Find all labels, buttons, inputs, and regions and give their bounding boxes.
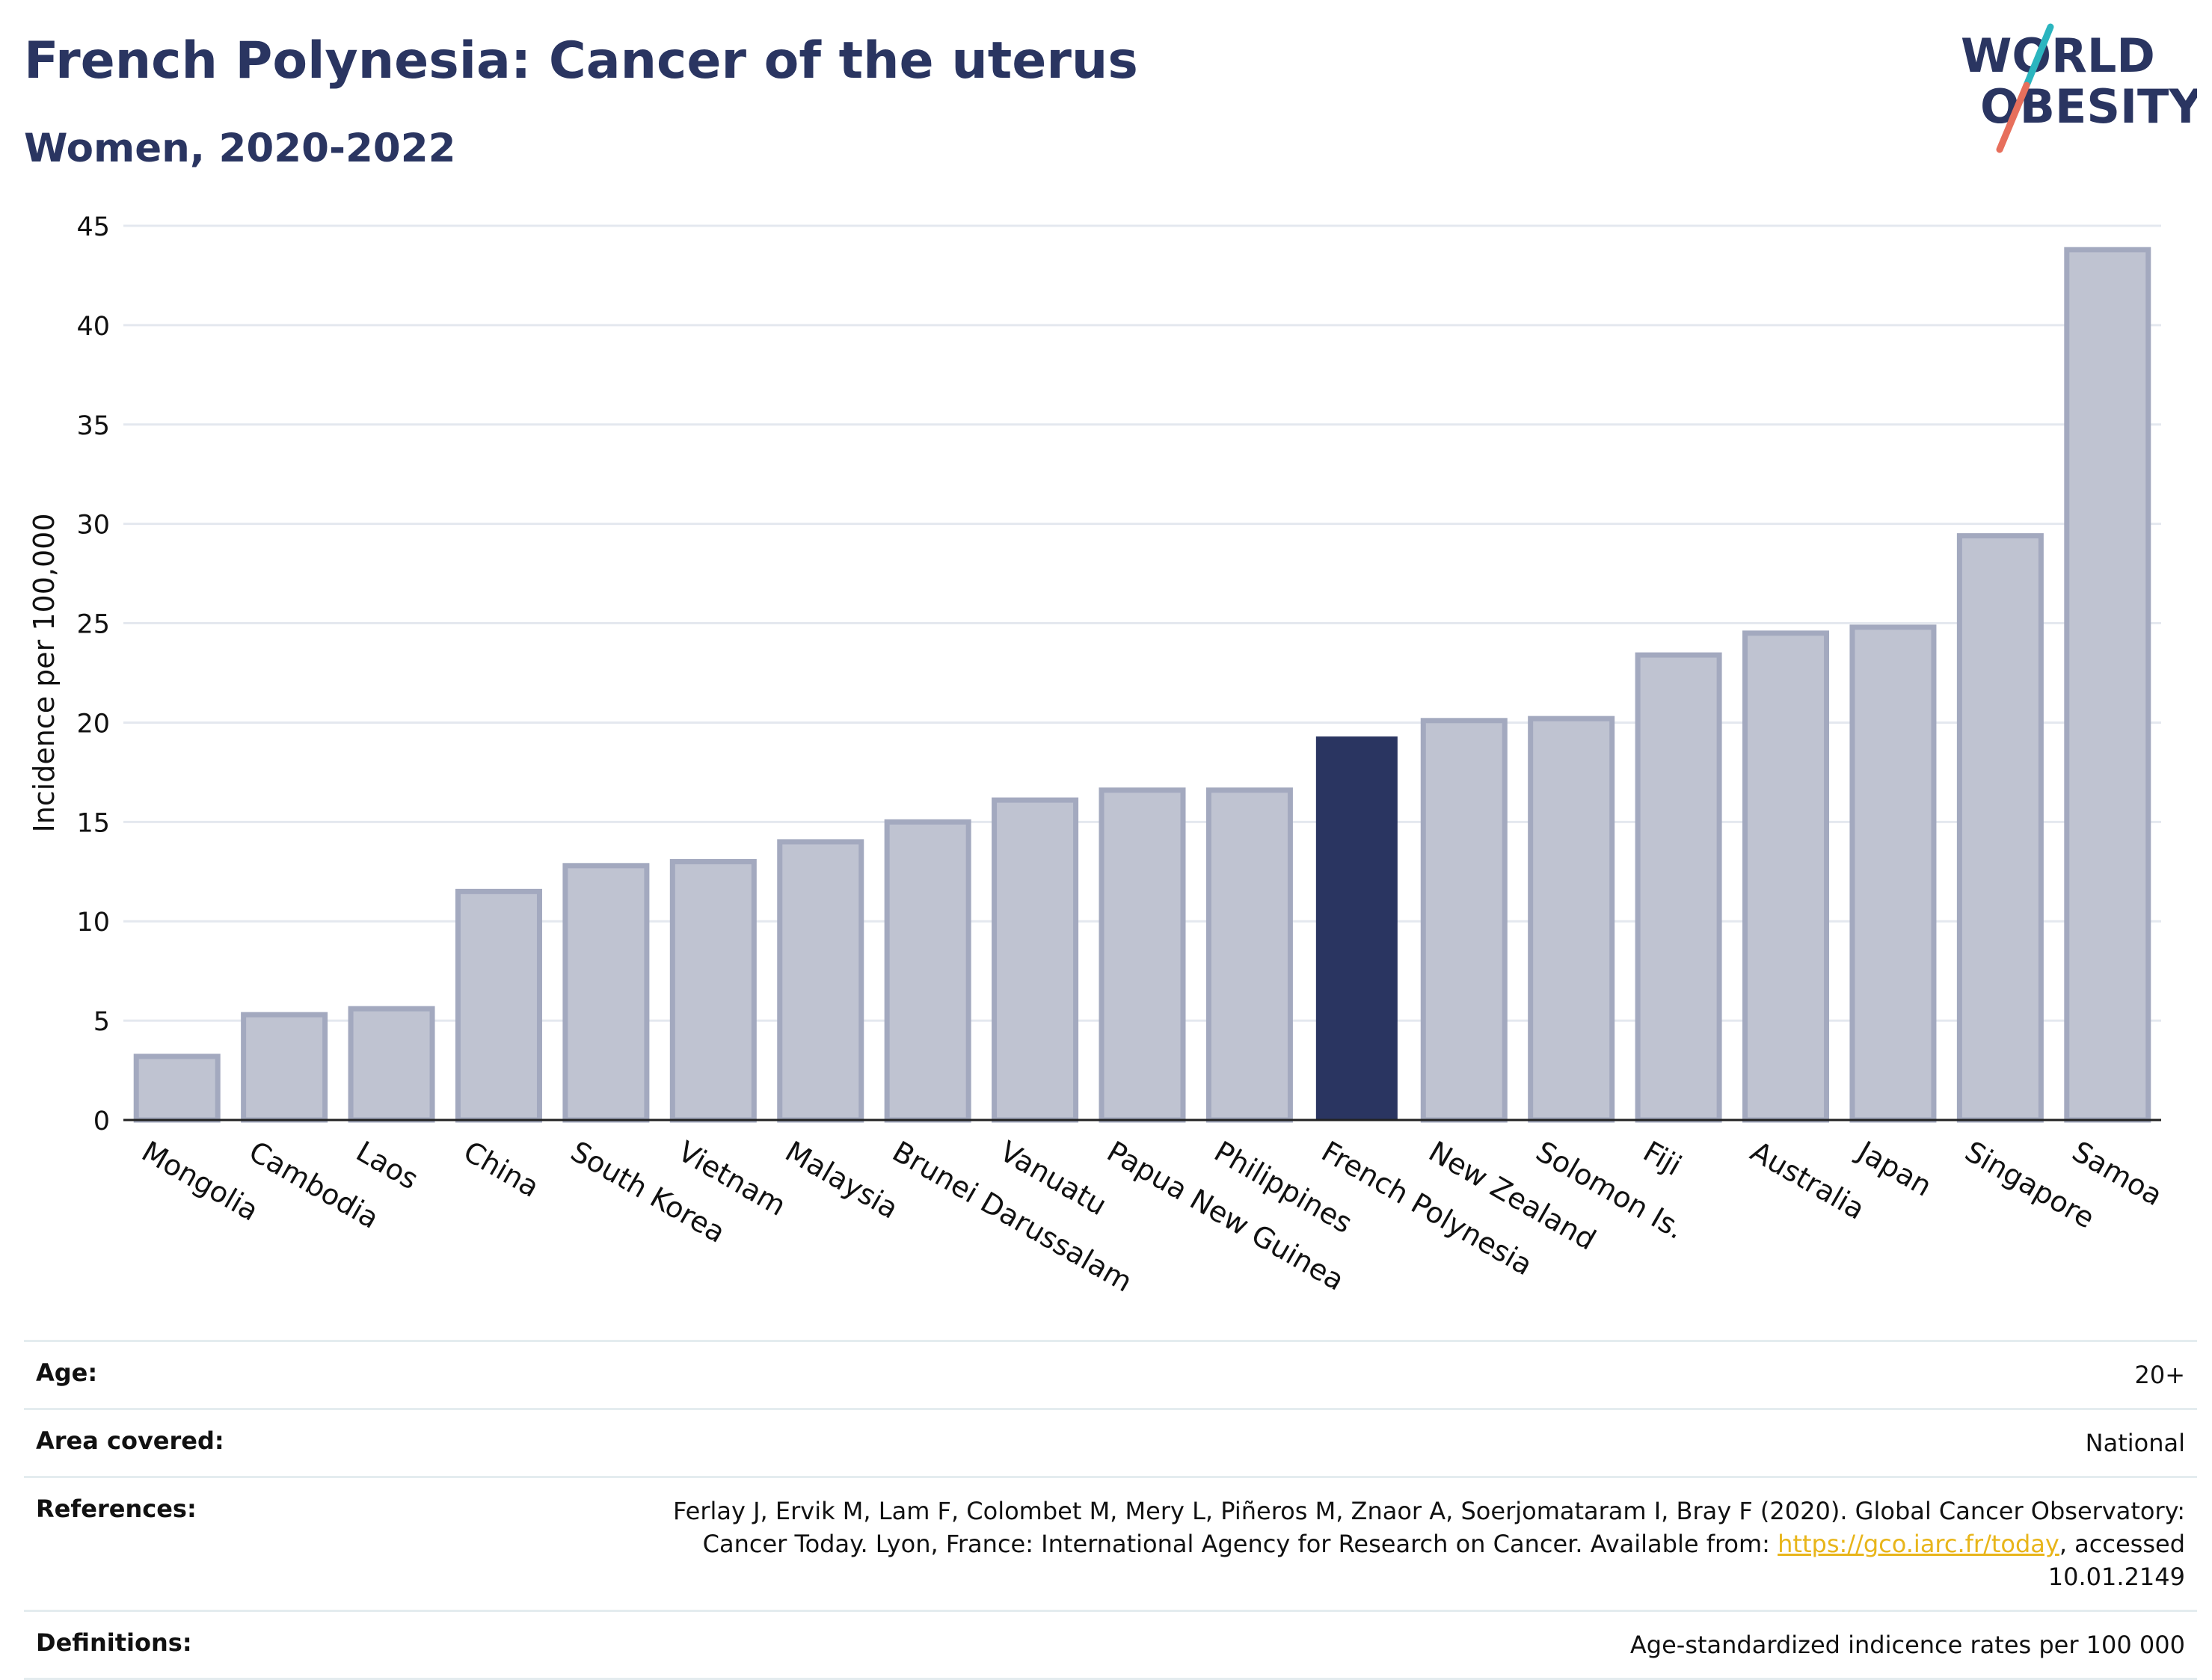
bar	[1099, 787, 1186, 1123]
world-obesity-logo: WORLD OBESITY	[1961, 23, 2197, 153]
meta-row-references: References: Ferlay J, Ervik M, Lam F, Co…	[24, 1476, 2197, 1610]
references-text: Ferlay J, Ervik M, Lam F, Colombet M, Me…	[673, 1497, 2185, 1558]
age-value: 20+	[2134, 1361, 2185, 1389]
bar	[777, 839, 864, 1123]
bar	[562, 863, 650, 1123]
bar	[1420, 718, 1508, 1123]
y-tick-label: 25	[76, 610, 110, 640]
bar	[1205, 787, 1293, 1123]
bar	[1849, 624, 1937, 1123]
y-tick-label: 45	[76, 212, 110, 242]
logo-line1: WORLD	[1961, 28, 2155, 83]
references-value: Ferlay J, Ervik M, Lam F, Colombet M, Me…	[615, 1495, 2185, 1593]
bar	[1742, 630, 1830, 1123]
bar	[1956, 533, 2044, 1123]
references-link[interactable]: https://gco.iarc.fr/today	[1778, 1530, 2059, 1558]
y-tick-label: 15	[76, 808, 110, 838]
logo-slash-teal	[2023, 23, 2054, 89]
x-tick-label: Mongolia	[136, 1135, 264, 1228]
bar	[348, 1006, 435, 1123]
x-tick-label: Fiji	[1638, 1135, 1687, 1182]
references-label: References:	[36, 1495, 197, 1523]
bar	[884, 819, 971, 1123]
meta-row-area: Area covered: National	[24, 1408, 2197, 1476]
bar	[241, 1012, 328, 1123]
x-tick-label: Japan	[1851, 1134, 1938, 1203]
metadata-table: Age: 20+ Area covered: National Referenc…	[24, 1340, 2197, 1680]
bar	[1315, 736, 1398, 1120]
x-tick-label: Malaysia	[780, 1135, 904, 1225]
y-tick-label: 20	[76, 709, 110, 739]
y-tick-label: 10	[76, 908, 110, 938]
bar	[455, 888, 542, 1123]
bar	[992, 797, 1079, 1123]
bar	[669, 858, 757, 1123]
chart-subtitle: Women, 2020-2022	[24, 126, 456, 171]
meta-row-age: Age: 20+	[24, 1340, 2197, 1408]
x-tick-label: Australia	[1745, 1135, 1871, 1226]
references-accessed: , accessed 10.01.2149	[2047, 1530, 2185, 1591]
bar	[1635, 652, 1722, 1123]
bar	[2064, 247, 2151, 1123]
definitions-value: Age-standardized indicence rates per 100…	[1629, 1631, 2185, 1659]
area-label: Area covered:	[36, 1427, 224, 1455]
y-tick-label: 35	[76, 411, 110, 441]
y-tick-label: 5	[93, 1007, 110, 1037]
area-value: National	[2085, 1429, 2185, 1457]
logo-slash-coral	[1996, 81, 2030, 153]
bar	[1528, 716, 1615, 1123]
x-tick-label: Laos	[351, 1135, 424, 1196]
y-axis-title: Incidence per 100,000	[28, 513, 61, 832]
age-label: Age:	[36, 1359, 98, 1387]
x-tick-label: China	[458, 1135, 544, 1204]
y-tick-label: 40	[76, 312, 110, 342]
y-tick-label: 0	[93, 1107, 110, 1136]
bar	[133, 1053, 221, 1123]
chart-title: French Polynesia: Cancer of the uterus	[24, 31, 1138, 90]
definitions-label: Definitions:	[36, 1628, 192, 1657]
y-tick-label: 30	[76, 511, 110, 541]
meta-row-definitions: Definitions: Age-standardized indicence …	[24, 1610, 2197, 1680]
